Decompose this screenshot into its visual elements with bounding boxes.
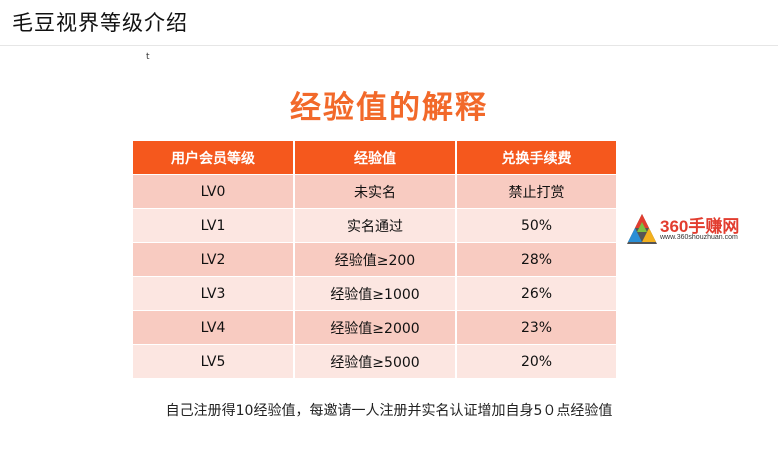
table-row: LV0 未实名 禁止打赏: [133, 174, 616, 209]
page-header: 毛豆视界等级介绍: [0, 0, 778, 46]
level-cell: LV4: [133, 310, 295, 345]
table-row: LV2 经验值≥200 28%: [133, 242, 616, 277]
fee-cell: 23%: [456, 310, 616, 345]
member-level-table: 用户会员等级 经验值 兑换手续费 LV0 未实名 禁止打赏 LV1 实名通过 5…: [133, 141, 616, 378]
watermark-brand: 360手赚网: [660, 217, 740, 236]
experience-cell: 经验值≥5000: [294, 344, 457, 378]
fee-cell: 28%: [456, 242, 616, 277]
experience-cell: 未实名: [294, 174, 457, 209]
experience-cell: 经验值≥200: [294, 242, 457, 277]
fee-cell: 26%: [456, 276, 616, 311]
header-member-level: 用户会员等级: [133, 141, 295, 175]
level-cell: LV0: [133, 174, 295, 209]
table-row: LV1 实名通过 50%: [133, 208, 616, 243]
fee-cell: 禁止打赏: [456, 174, 616, 209]
table-header-row: 用户会员等级 经验值 兑换手续费: [133, 141, 616, 175]
level-cell: LV1: [133, 208, 295, 243]
experience-cell: 经验值≥1000: [294, 276, 457, 311]
header-fee: 兑换手续费: [456, 141, 616, 175]
level-cell: LV2: [133, 242, 295, 277]
fee-cell: 50%: [456, 208, 616, 243]
experience-cell: 经验值≥2000: [294, 310, 457, 345]
level-cell: LV5: [133, 344, 295, 378]
table-row: LV3 经验值≥1000 26%: [133, 276, 616, 311]
level-cell: LV3: [133, 276, 295, 311]
watermark-logo: 360手赚网 www.360shouzhuan.com: [625, 211, 775, 247]
table-row: LV5 经验值≥5000 20%: [133, 344, 616, 378]
page-title: 毛豆视界等级介绍: [12, 11, 188, 35]
fee-cell: 20%: [456, 344, 616, 378]
experience-cell: 实名通过: [294, 208, 457, 243]
table-row: LV4 经验值≥2000 23%: [133, 310, 616, 345]
footnote: 自己注册得10经验值，每邀请一人注册并实名认证增加自身5０点经验值: [165, 403, 613, 419]
stray-mark: t: [146, 52, 150, 62]
triangle-logo-icon: [627, 214, 657, 244]
section-heading: 经验值的解释: [290, 90, 488, 126]
header-experience: 经验值: [294, 141, 457, 175]
watermark-url: www.360shouzhuan.com: [660, 234, 738, 241]
